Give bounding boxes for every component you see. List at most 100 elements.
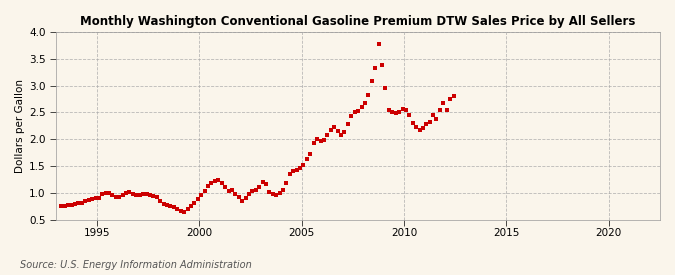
Point <box>90 196 101 200</box>
Point <box>83 198 94 203</box>
Point <box>202 184 213 189</box>
Point <box>435 108 446 112</box>
Point <box>80 199 90 204</box>
Point <box>397 106 408 111</box>
Point <box>179 210 190 214</box>
Point <box>261 182 271 186</box>
Point <box>117 193 128 197</box>
Point <box>155 199 165 203</box>
Point <box>206 181 217 185</box>
Point <box>162 203 173 207</box>
Point <box>295 166 306 170</box>
Point <box>380 86 391 90</box>
Point <box>86 197 97 202</box>
Point <box>56 204 67 208</box>
Point <box>325 127 336 132</box>
Point <box>107 193 118 197</box>
Point <box>383 108 394 112</box>
Point <box>329 125 340 130</box>
Point <box>172 207 183 211</box>
Point <box>176 208 186 213</box>
Point <box>73 201 84 205</box>
Point <box>165 204 176 208</box>
Point <box>302 157 313 161</box>
Point <box>414 127 425 132</box>
Point <box>158 201 169 206</box>
Point <box>240 196 251 200</box>
Point <box>274 191 285 195</box>
Point <box>219 185 230 190</box>
Point <box>169 205 180 210</box>
Point <box>407 121 418 125</box>
Point <box>404 113 414 117</box>
Point <box>322 133 333 137</box>
Point <box>271 193 281 197</box>
Point <box>281 181 292 185</box>
Point <box>394 110 404 115</box>
Point <box>226 188 237 192</box>
Point <box>192 197 203 202</box>
Point <box>428 113 439 117</box>
Point <box>410 125 421 130</box>
Point <box>312 137 323 141</box>
Point <box>319 138 329 142</box>
Point <box>390 111 401 116</box>
Point <box>182 207 193 211</box>
Point <box>277 188 288 192</box>
Point <box>237 199 248 204</box>
Point <box>234 194 244 199</box>
Point <box>288 169 298 174</box>
Point <box>257 180 268 184</box>
Point <box>148 193 159 198</box>
Point <box>349 110 360 115</box>
Point <box>199 189 210 193</box>
Point <box>104 191 115 196</box>
Point <box>373 42 384 46</box>
Point <box>101 191 111 195</box>
Point <box>353 109 364 113</box>
Point <box>250 188 261 192</box>
Title: Monthly Washington Conventional Gasoline Premium DTW Sales Price by All Sellers: Monthly Washington Conventional Gasoline… <box>80 15 636 28</box>
Point <box>425 120 435 124</box>
Point <box>254 185 265 190</box>
Point <box>186 204 196 208</box>
Point <box>332 129 343 133</box>
Point <box>363 93 374 97</box>
Point <box>441 108 452 112</box>
Point <box>76 200 87 205</box>
Point <box>448 94 459 98</box>
Point <box>421 122 431 127</box>
Point <box>298 163 309 167</box>
Point <box>196 193 207 197</box>
Point <box>70 201 80 206</box>
Point <box>346 114 357 118</box>
Point <box>418 126 429 131</box>
Point <box>335 133 346 137</box>
Point <box>93 196 104 200</box>
Point <box>445 97 456 101</box>
Point <box>63 203 74 207</box>
Point <box>66 202 77 207</box>
Point <box>377 63 387 67</box>
Point <box>400 108 411 112</box>
Point <box>131 193 142 197</box>
Point <box>267 192 278 196</box>
Point <box>356 105 367 109</box>
Point <box>370 66 381 71</box>
Point <box>305 152 316 156</box>
Point <box>97 192 107 196</box>
Point <box>189 200 200 205</box>
Point <box>264 189 275 194</box>
Point <box>138 192 148 197</box>
Point <box>367 79 377 84</box>
Point <box>292 167 302 172</box>
Point <box>244 192 254 196</box>
Text: Source: U.S. Energy Information Administration: Source: U.S. Energy Information Administ… <box>20 260 252 270</box>
Point <box>144 193 155 197</box>
Point <box>285 172 296 176</box>
Point <box>111 194 122 199</box>
Point <box>308 141 319 145</box>
Point <box>247 189 258 193</box>
Point <box>59 204 70 208</box>
Point <box>387 110 398 115</box>
